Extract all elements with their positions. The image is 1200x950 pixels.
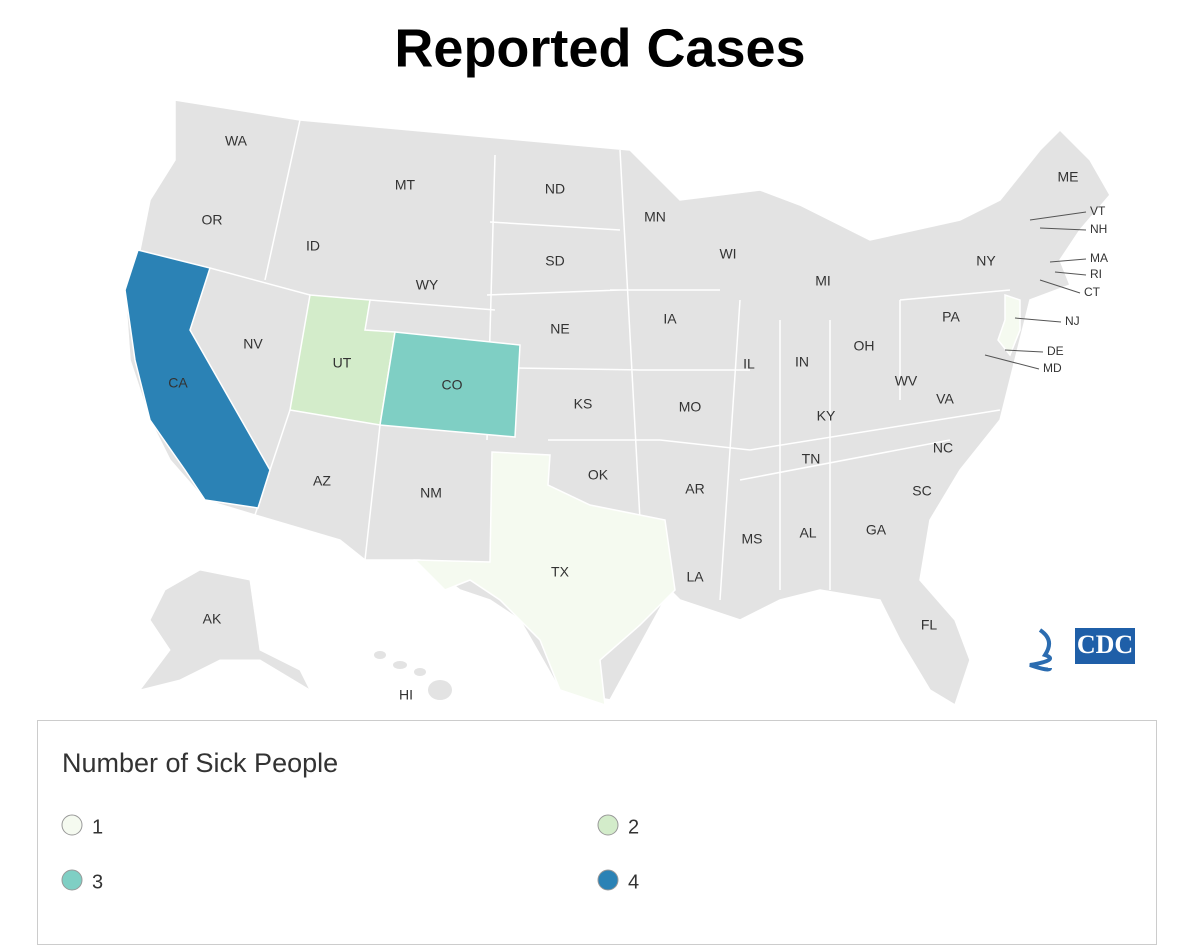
state-label: TN [802, 451, 821, 467]
legend-label: 3 [92, 871, 103, 893]
state-fill [413, 451, 676, 707]
state-label: OK [588, 467, 609, 483]
state-label: NE [550, 321, 569, 337]
state-label: ME [1058, 169, 1079, 185]
state-label: WV [895, 373, 918, 389]
logo-emblem [1029, 628, 1052, 672]
state-label: OH [854, 338, 875, 354]
legend-swatch [61, 869, 83, 891]
alaska [138, 569, 312, 692]
state-label: NC [933, 440, 953, 456]
logo-box [1075, 628, 1135, 664]
state-label: IL [743, 356, 755, 372]
logo-text: CDC [1077, 630, 1133, 659]
state-label: RI [1090, 267, 1102, 281]
legend-label: 1 [92, 816, 103, 838]
state-label: IA [663, 311, 677, 327]
state-label: PA [942, 309, 960, 325]
state-label: MS [742, 531, 763, 547]
state-label: WY [416, 277, 439, 293]
state-label: ND [545, 181, 565, 197]
state-label: AK [203, 611, 222, 627]
legend-box [37, 720, 1157, 945]
legend-title: Number of Sick People [62, 748, 338, 778]
leader-line [1054, 271, 1087, 276]
state-label: HI [399, 687, 413, 703]
state-label: NV [243, 336, 263, 352]
state-label: GA [866, 522, 887, 538]
state-label: NM [420, 485, 442, 501]
leader-line [1029, 211, 1087, 221]
state-label: SD [545, 253, 564, 269]
title: Reported Cases [394, 18, 805, 78]
state-label: WI [719, 246, 736, 262]
state-label: KY [817, 408, 836, 424]
states [124, 249, 1021, 707]
state-fill [997, 293, 1021, 357]
state-label: NY [976, 253, 996, 269]
state-label: NJ [1065, 314, 1080, 328]
leader-line [1004, 349, 1044, 353]
us-outline [124, 99, 1111, 707]
legend-swatch [597, 869, 619, 891]
legend-label: 2 [628, 816, 639, 838]
state-label: CO [442, 377, 463, 393]
state-label: AR [685, 481, 704, 497]
leader-line [1049, 258, 1087, 263]
state-label: AZ [313, 473, 331, 489]
state-fill [379, 331, 521, 438]
hawaii [374, 651, 452, 700]
state-label: CA [168, 375, 188, 391]
state-label: MT [395, 177, 416, 193]
map [124, 99, 1111, 707]
state-label: MO [679, 399, 702, 415]
legend: 1 2 3 4 [61, 814, 639, 893]
state-labels: WA OR CA NV ID MT WY UT CO AZ NM ND SD NE KS OK TX MN IA MO… [168, 133, 1108, 703]
leader-line [1039, 279, 1081, 294]
state-label: AL [799, 525, 816, 541]
state-label: TX [551, 564, 570, 580]
state-label: MA [1090, 251, 1108, 265]
leader-line [984, 354, 1040, 370]
state-label: VA [936, 391, 954, 407]
state-fill [124, 249, 271, 509]
state-label: DE [1047, 344, 1064, 358]
state-label: UT [333, 355, 352, 371]
state-label: WA [225, 133, 248, 149]
state-label: MN [644, 209, 666, 225]
legend-swatch [597, 814, 619, 836]
state-borders [209, 119, 1011, 601]
legend-label: 4 [628, 871, 639, 893]
leader-line [1014, 317, 1062, 323]
state-label: FL [921, 617, 938, 633]
state-label: MD [1043, 361, 1062, 375]
state-label: CT [1084, 285, 1101, 299]
cdc-logo: CDC [1029, 628, 1135, 672]
state-label: NH [1090, 222, 1107, 236]
state-label: MI [815, 273, 831, 289]
state-label: OR [202, 212, 223, 228]
legend-swatch [61, 814, 83, 836]
state-label: SC [912, 483, 931, 499]
state-label: LA [686, 569, 704, 585]
state-label: KS [574, 396, 593, 412]
state-label: ID [306, 238, 320, 254]
leader-line [1039, 227, 1087, 231]
state-label: IN [795, 354, 809, 370]
state-label: VT [1090, 204, 1106, 218]
